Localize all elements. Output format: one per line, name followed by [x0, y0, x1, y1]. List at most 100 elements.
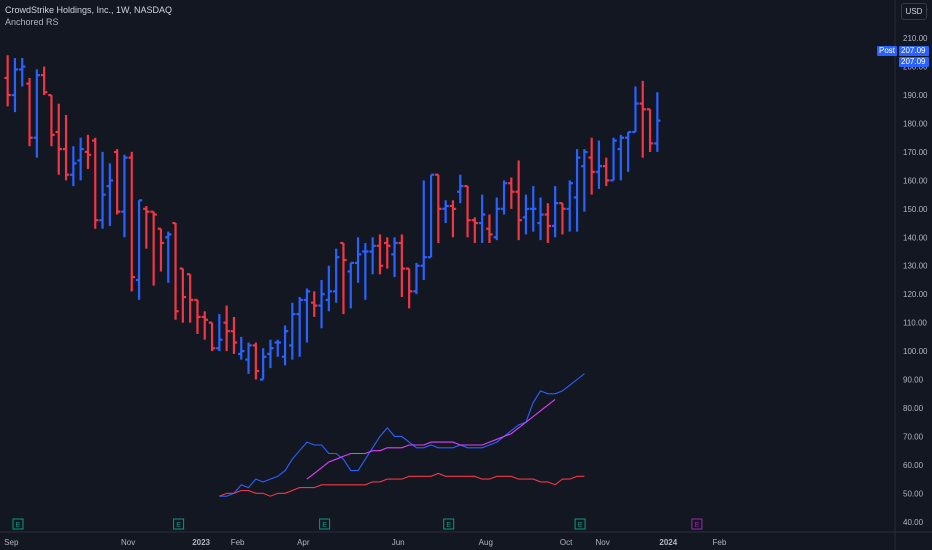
ohlc-bar	[646, 108, 654, 152]
ohlc-bar	[551, 186, 559, 238]
ohlc-bar	[566, 180, 573, 232]
earnings-marker: E	[443, 518, 455, 530]
ohlc-bar	[522, 194, 530, 235]
ohlc-bar	[493, 197, 500, 241]
ohlc-bar	[435, 173, 442, 243]
ohlc-bar	[4, 55, 11, 107]
x-tick-label: Feb	[231, 538, 245, 547]
ohlc-bar	[369, 237, 376, 275]
earnings-marker: E	[12, 518, 24, 530]
ohlc-bar	[515, 160, 522, 241]
ohlc-bar	[48, 93, 55, 147]
ohlc-bar	[201, 311, 208, 340]
ohlc-bar	[632, 86, 639, 134]
y-tick-label: 200.00	[903, 63, 928, 72]
earnings-marker-box	[12, 518, 24, 530]
ohlc-bar	[347, 261, 354, 309]
ohlc-bar	[420, 180, 427, 280]
ohlc-bar	[311, 291, 318, 317]
ohlc-bar	[457, 174, 464, 204]
ohlc-bar	[99, 151, 106, 229]
ohlc-bar	[427, 173, 435, 259]
indicator-line	[219, 472, 585, 497]
ohlc-bar	[245, 342, 252, 374]
ohlc-bar	[573, 149, 581, 232]
ohlc-bar	[354, 237, 362, 283]
ohlc-bar	[223, 305, 230, 352]
currency-button[interactable]: USD	[901, 3, 927, 20]
y-tick-label: 50.00	[903, 489, 924, 498]
ohlc-bar	[478, 194, 486, 243]
x-tick-label: Nov	[121, 538, 135, 547]
ohlc-bar	[179, 267, 187, 323]
ohlc-bar	[113, 149, 121, 215]
ohlc-bar	[362, 242, 369, 300]
earnings-marker-label: E	[176, 522, 181, 529]
ohlc-bar	[544, 203, 552, 243]
y-tick-label: 100.00	[903, 347, 928, 356]
ohlc-bar	[208, 321, 216, 352]
ohlc-bar	[530, 186, 537, 232]
ohlc-bar	[486, 214, 493, 243]
symbol-title: CrowdStrike Holdings, Inc., 1W, NASDAQ	[5, 5, 173, 15]
earnings-marker-label: E	[16, 522, 21, 529]
y-tick-label: 70.00	[903, 432, 924, 441]
earnings-marker-label: E	[322, 522, 327, 529]
ohlc-bar	[581, 149, 588, 212]
earnings-marker: E	[173, 518, 185, 530]
y-tick-label: 210.00	[903, 34, 928, 43]
y-tick-label: 130.00	[903, 262, 928, 271]
ohlc-bar	[303, 288, 311, 343]
earnings-marker: E	[319, 518, 331, 530]
post-market-label: Post	[877, 46, 898, 56]
ohlc-bar	[77, 137, 84, 181]
ohlc-bar	[398, 234, 406, 298]
earnings-marker: E	[574, 518, 586, 530]
ohlc-bar	[639, 80, 646, 158]
ohlc-bar	[318, 279, 325, 329]
y-tick-label: 60.00	[903, 461, 924, 470]
ohlc-bar	[595, 140, 603, 189]
indicator-line	[219, 373, 585, 497]
ohlc-bar	[449, 200, 457, 238]
ohlc-bar	[238, 336, 245, 360]
y-tick-label: 180.00	[903, 119, 928, 128]
ohlc-bar	[150, 210, 157, 286]
y-tick-label: 140.00	[903, 233, 928, 242]
indicator-title: Anchored RS	[5, 17, 59, 27]
ohlc-bar	[19, 58, 26, 87]
x-tick-label: 2023	[192, 538, 210, 547]
y-tick-label: 90.00	[903, 376, 924, 385]
ohlc-bar	[500, 180, 508, 215]
ohlc-bar	[471, 217, 479, 243]
ohlc-bar	[128, 151, 135, 292]
ohlc-bar	[624, 130, 632, 172]
ohlc-bar	[92, 137, 99, 229]
ohlc-bar	[70, 146, 77, 187]
x-tick-label: Feb	[713, 538, 727, 547]
ohlc-bar	[165, 231, 172, 283]
ohlc-bar	[135, 199, 143, 300]
ohlc-bar	[537, 197, 544, 241]
earnings-marker: E	[691, 518, 703, 530]
earnings-marker-box	[691, 518, 703, 530]
ohlc-bar	[84, 134, 92, 170]
y-tick-label: 80.00	[903, 404, 924, 413]
ohlc-bar	[654, 92, 661, 152]
ohlc-bars	[4, 55, 661, 381]
y-tick-label: 190.00	[903, 91, 928, 100]
y-tick-label: 120.00	[903, 290, 928, 299]
ohlc-bar	[603, 157, 610, 187]
last-price-tag: 207.09	[899, 46, 929, 56]
x-tick-label: Nov	[595, 538, 609, 547]
post-price-tag: 207.09	[899, 57, 929, 67]
x-tick-label: Oct	[560, 538, 573, 547]
ohlc-bar	[508, 177, 515, 209]
earnings-marker-box	[173, 518, 185, 530]
ohlc-bar	[216, 314, 223, 352]
x-tick-label: Apr	[297, 538, 310, 547]
ohlc-bar	[33, 69, 41, 158]
ohlc-bar	[391, 237, 398, 278]
ohlc-bar	[186, 273, 194, 323]
